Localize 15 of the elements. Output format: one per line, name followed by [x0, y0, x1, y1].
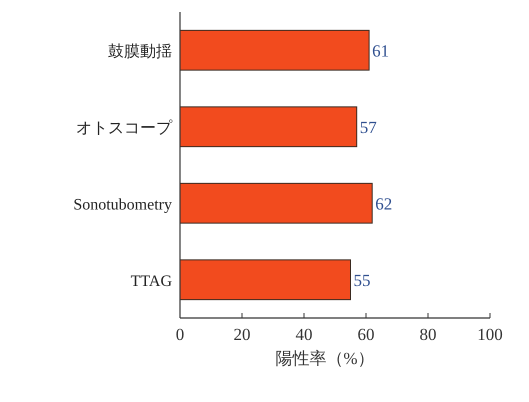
x-tick-label: 40	[296, 325, 312, 344]
data-label: 57	[360, 118, 378, 137]
x-tick-label: 60	[358, 325, 374, 344]
y-tick-label: 鼓膜動揺	[108, 42, 172, 60]
data-label: 55	[354, 270, 370, 290]
x-tick-label: 100	[477, 325, 503, 344]
x-tick-label: 80	[420, 325, 436, 344]
y-tick-label: TTAG	[130, 272, 172, 290]
data-label: 62	[375, 194, 392, 214]
y-tick-label: Sonotubometry	[73, 196, 172, 214]
x-axis-title: 陽性率（%）	[275, 349, 375, 368]
data-label: 61	[372, 41, 390, 60]
x-tick-label: 0	[176, 325, 184, 344]
x-tick-label: 20	[234, 325, 250, 344]
y-tick-label: オトスコープ	[76, 118, 173, 137]
